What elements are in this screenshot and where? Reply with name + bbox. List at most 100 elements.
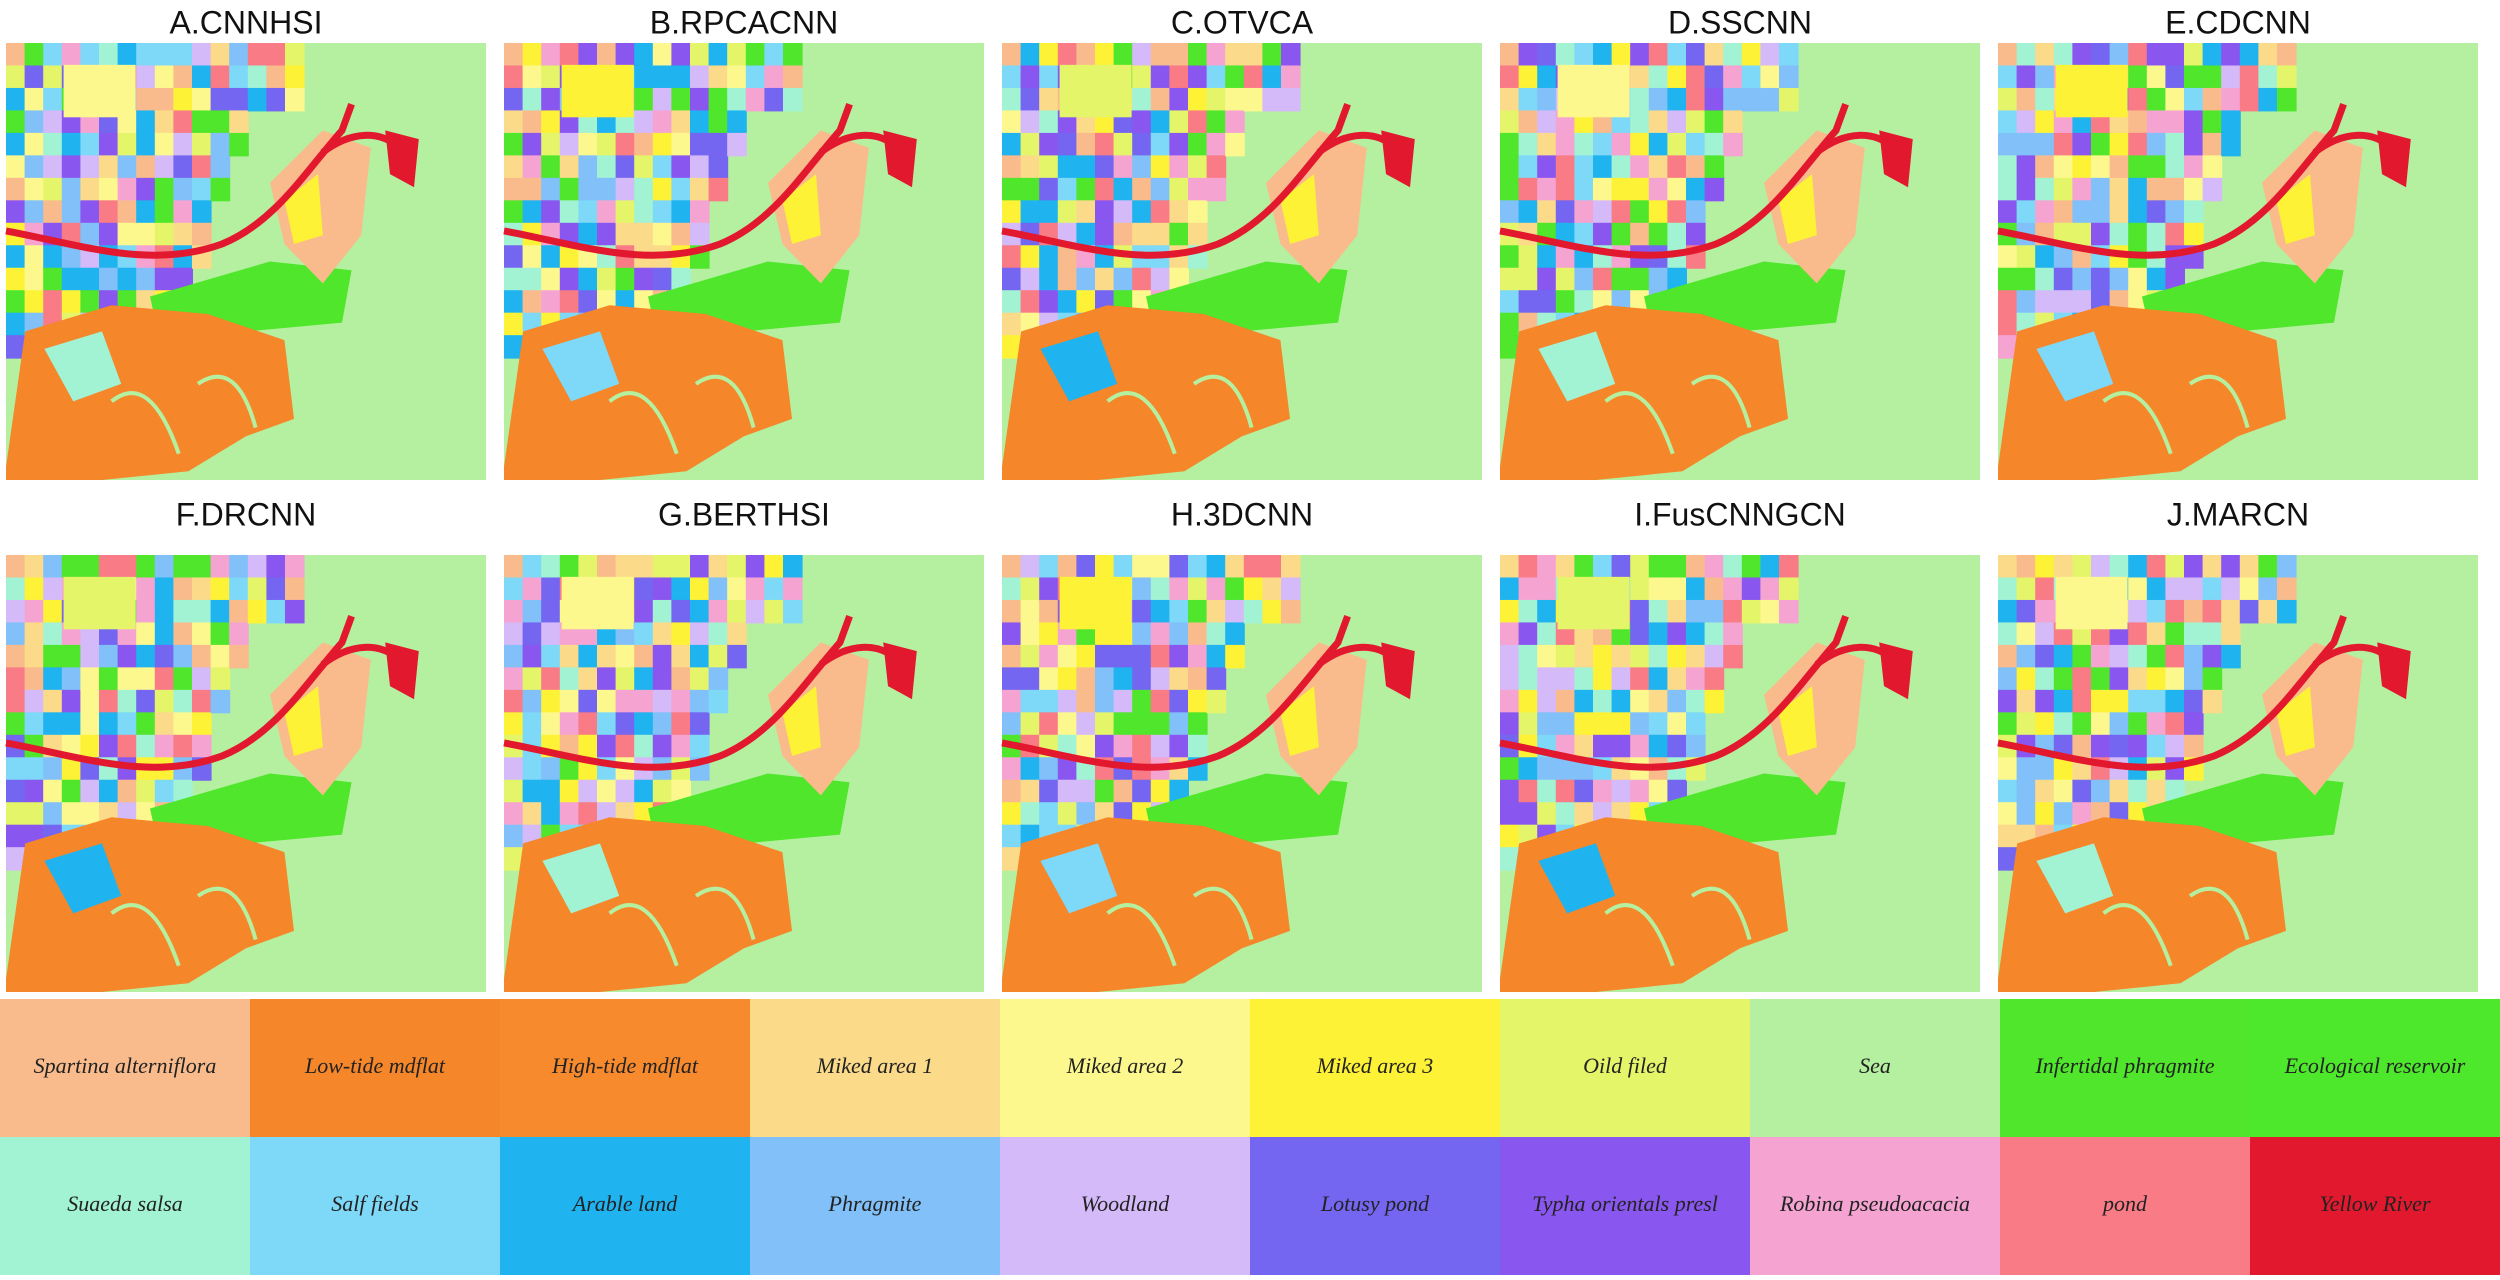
map-patch xyxy=(578,155,598,179)
map-patch xyxy=(1188,599,1208,624)
map-patch xyxy=(2109,667,2130,691)
map-patch xyxy=(80,689,100,714)
map-patch xyxy=(1243,87,1264,112)
map-patch xyxy=(1225,43,1245,67)
map-patch xyxy=(1076,802,1096,826)
map-patch xyxy=(1113,267,1134,292)
map-patch xyxy=(671,267,691,292)
map-patch xyxy=(1998,847,2018,871)
map-patch xyxy=(136,689,156,714)
map-patch xyxy=(1574,802,1594,826)
map-patch xyxy=(559,712,580,736)
map-patch xyxy=(1667,689,1687,714)
map-patch xyxy=(1500,335,1520,359)
map-patch xyxy=(1704,555,1725,579)
map-patch xyxy=(690,177,710,202)
map-patch xyxy=(2184,555,2204,579)
map-patch xyxy=(2128,577,2148,601)
map-patch xyxy=(192,555,212,579)
map-patch xyxy=(24,689,45,714)
map-patch xyxy=(43,689,63,714)
map-patch xyxy=(708,577,729,601)
map-patch xyxy=(1779,577,1799,601)
map-patch xyxy=(2109,689,2130,714)
map-patch xyxy=(2277,87,2297,112)
map-patch xyxy=(2109,644,2130,669)
map-patch xyxy=(1262,65,1282,89)
map-patch xyxy=(671,110,691,134)
map-patch xyxy=(1076,555,1096,579)
map-patch xyxy=(1206,65,1227,89)
map-river xyxy=(1381,130,1415,188)
map-patch xyxy=(671,222,691,247)
map-patch xyxy=(1132,222,1152,247)
map-patch xyxy=(173,622,193,646)
legend-label: Miked area 2 xyxy=(1066,1053,1183,1078)
map-patch xyxy=(1150,555,1171,579)
map-river xyxy=(1499,102,1849,259)
map-patch xyxy=(1574,132,1594,157)
map-patch xyxy=(1648,644,1669,669)
map-patch xyxy=(2109,43,2130,67)
map-patch xyxy=(6,847,26,871)
map-patch xyxy=(1002,200,1022,224)
map-patch xyxy=(1002,245,1022,269)
map-patch xyxy=(504,335,524,359)
map-patch xyxy=(1132,155,1152,179)
map-patch xyxy=(2016,599,2037,624)
panel-title: J.MARCN xyxy=(2167,496,2309,532)
map-patch xyxy=(1686,200,1706,224)
map-patch xyxy=(99,712,119,736)
map-patch xyxy=(2277,43,2297,67)
map-patch xyxy=(80,779,100,804)
map-patch xyxy=(2146,65,2167,89)
map-patch xyxy=(541,267,561,292)
map-patch xyxy=(2146,132,2167,157)
map-patch xyxy=(2072,555,2092,579)
map-patch xyxy=(1169,779,1189,804)
map-patch xyxy=(2016,267,2037,292)
map-patch xyxy=(690,200,710,224)
map-patch xyxy=(1132,87,1152,112)
map-patch xyxy=(1518,177,1539,202)
map-patch xyxy=(2016,110,2037,134)
map-patch xyxy=(1998,65,2018,89)
map-patch xyxy=(671,155,691,179)
map-patch xyxy=(117,132,138,157)
map-patch xyxy=(1500,267,1520,292)
map-patch xyxy=(1998,43,2018,67)
map-patch xyxy=(1574,689,1594,714)
map-patch xyxy=(192,667,212,691)
map-patch xyxy=(1150,667,1171,691)
map-patch xyxy=(1095,734,1115,759)
map-patch xyxy=(2109,155,2130,179)
map-patch xyxy=(1998,622,2018,646)
map-patch xyxy=(1002,132,1022,157)
map-patch xyxy=(783,577,803,601)
map-patch xyxy=(2109,734,2130,759)
map-patch xyxy=(559,245,580,269)
legend-label: Salf fields xyxy=(331,1191,418,1216)
map-patch xyxy=(43,599,63,624)
map-patch xyxy=(24,712,45,736)
map-patch xyxy=(285,577,305,601)
map-patch xyxy=(1132,622,1152,646)
map-patch xyxy=(559,155,580,179)
map-patch xyxy=(1020,43,1041,67)
map-patch xyxy=(1132,65,1152,89)
map-patch xyxy=(1537,622,1557,646)
map-patch xyxy=(2109,177,2130,202)
map-patch xyxy=(1686,110,1706,134)
map-patch xyxy=(6,577,26,601)
map-patch xyxy=(727,110,747,134)
map-patch xyxy=(1741,65,1762,89)
map-patch xyxy=(2202,87,2223,112)
map-patch xyxy=(154,65,175,89)
map-patch xyxy=(2202,177,2223,202)
map-patch xyxy=(1002,757,1022,781)
map-patch xyxy=(782,686,821,757)
map-patch xyxy=(154,267,175,292)
map-patch xyxy=(1002,267,1022,292)
map-patch xyxy=(1648,667,1669,691)
map-patch xyxy=(1555,155,1576,179)
